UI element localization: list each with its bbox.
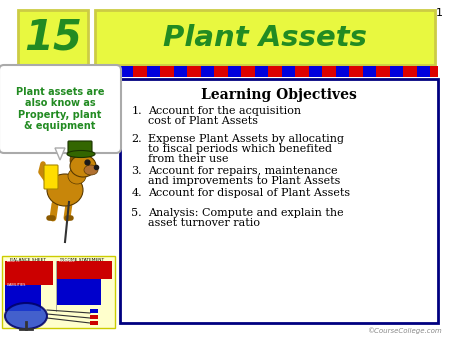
Bar: [309, 66, 322, 77]
Text: to fiscal periods which benefited: to fiscal periods which benefited: [148, 144, 332, 154]
Bar: [295, 66, 309, 77]
Bar: [241, 66, 255, 77]
Text: LIABILITIES: LIABILITIES: [7, 283, 27, 287]
Bar: [57, 279, 101, 305]
Text: INCOME STATEMENT: INCOME STATEMENT: [60, 258, 104, 262]
Bar: [90, 309, 98, 313]
Text: and improvements to Plant Assets: and improvements to Plant Assets: [148, 176, 340, 186]
Bar: [268, 66, 282, 77]
Text: 1.: 1.: [131, 106, 142, 116]
Text: Plant Assets: Plant Assets: [163, 24, 367, 52]
Bar: [336, 66, 349, 77]
Text: Plant assets are
also know as
Property, plant
& equipment: Plant assets are also know as Property, …: [16, 87, 104, 131]
Bar: [147, 66, 160, 77]
Text: 1: 1: [436, 8, 443, 18]
Text: Analysis: Compute and explain the: Analysis: Compute and explain the: [148, 208, 344, 218]
Ellipse shape: [70, 155, 96, 177]
Bar: [322, 66, 336, 77]
Bar: [390, 66, 403, 77]
Bar: [5, 261, 53, 285]
Text: asset turnover ratio: asset turnover ratio: [148, 218, 260, 228]
Bar: [255, 66, 268, 77]
Ellipse shape: [5, 303, 47, 329]
Text: Account for the acquisition: Account for the acquisition: [148, 106, 301, 116]
Bar: [376, 66, 390, 77]
Text: Expense Plant Assets by allocating: Expense Plant Assets by allocating: [148, 134, 344, 144]
Text: REVENUE: REVENUE: [59, 259, 76, 263]
Text: ASSETS: ASSETS: [7, 259, 21, 263]
Bar: [228, 66, 241, 77]
FancyBboxPatch shape: [18, 10, 88, 65]
Bar: [5, 285, 41, 311]
Text: ©CourseCollege.com: ©CourseCollege.com: [367, 327, 442, 334]
Bar: [120, 66, 133, 77]
FancyBboxPatch shape: [68, 141, 92, 155]
Bar: [417, 66, 430, 77]
Bar: [430, 66, 438, 77]
Text: BALANCE SHEET: BALANCE SHEET: [10, 258, 46, 262]
Bar: [201, 66, 214, 77]
FancyBboxPatch shape: [2, 256, 115, 328]
Text: 5.: 5.: [131, 208, 142, 218]
Text: Account for disposal of Plant Assets: Account for disposal of Plant Assets: [148, 188, 350, 198]
FancyBboxPatch shape: [0, 65, 121, 153]
Bar: [90, 321, 98, 325]
Text: cost of Plant Assets: cost of Plant Assets: [148, 116, 258, 126]
FancyBboxPatch shape: [44, 165, 58, 189]
Bar: [363, 66, 376, 77]
Text: from their use: from their use: [148, 154, 229, 164]
Text: 4.: 4.: [131, 188, 142, 198]
Bar: [160, 66, 174, 77]
Text: Learning Objectives: Learning Objectives: [201, 88, 357, 102]
Bar: [349, 66, 363, 77]
Bar: [403, 66, 417, 77]
Text: 2.: 2.: [131, 134, 142, 144]
Text: 3.: 3.: [131, 166, 142, 176]
Text: 15: 15: [24, 17, 82, 59]
Bar: [174, 66, 187, 77]
Text: Account for repairs, maintenance: Account for repairs, maintenance: [148, 166, 338, 176]
Bar: [214, 66, 228, 77]
Ellipse shape: [68, 168, 86, 184]
Bar: [133, 66, 147, 77]
Bar: [282, 66, 295, 77]
Bar: [57, 261, 112, 279]
Ellipse shape: [47, 174, 83, 206]
Ellipse shape: [67, 150, 95, 158]
FancyBboxPatch shape: [95, 10, 435, 65]
Bar: [90, 315, 98, 319]
Ellipse shape: [70, 152, 80, 168]
Ellipse shape: [84, 165, 98, 175]
FancyBboxPatch shape: [120, 79, 438, 323]
Polygon shape: [55, 148, 65, 160]
Bar: [187, 66, 201, 77]
